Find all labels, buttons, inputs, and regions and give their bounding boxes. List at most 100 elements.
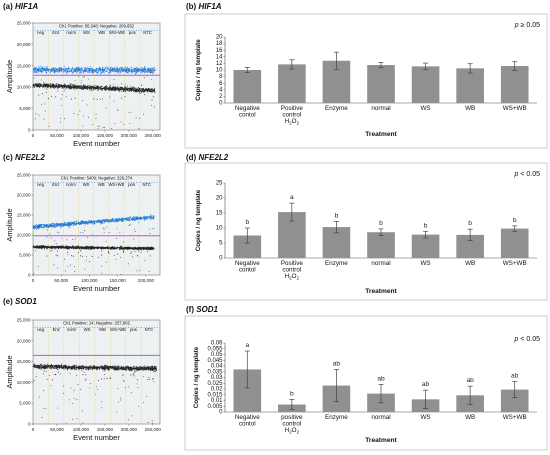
well-marker — [112, 29, 114, 31]
droplet — [67, 69, 69, 71]
droplet — [108, 219, 110, 221]
droplet — [38, 66, 40, 68]
droplet — [77, 113, 79, 115]
droplet — [68, 246, 70, 248]
droplet — [151, 70, 153, 72]
droplet — [35, 83, 37, 85]
droplet — [97, 128, 99, 130]
droplet — [93, 71, 95, 73]
droplet — [153, 227, 155, 229]
well-marker — [130, 326, 132, 328]
droplet — [78, 88, 80, 90]
group-label: pos — [129, 30, 136, 35]
droplet — [89, 248, 91, 250]
droplet — [100, 221, 102, 223]
droplet — [89, 247, 91, 249]
droplet — [143, 69, 145, 72]
droplet — [86, 87, 88, 89]
well-marker — [55, 29, 57, 31]
droplet — [116, 68, 119, 70]
droplet — [118, 68, 121, 70]
droplet — [100, 88, 102, 90]
droplet — [125, 247, 127, 249]
droplet — [143, 113, 145, 115]
droplet — [44, 84, 46, 86]
droplet — [79, 67, 82, 69]
droplet — [153, 89, 155, 92]
droplet — [44, 248, 46, 250]
well-marker — [141, 181, 143, 183]
droplet — [83, 76, 85, 78]
droplet — [62, 246, 64, 248]
droplet — [68, 67, 70, 70]
droplet — [58, 231, 60, 234]
droplet — [77, 68, 79, 70]
droplet — [92, 87, 94, 89]
droplet — [69, 246, 71, 248]
well-marker — [102, 326, 104, 328]
droplet — [101, 71, 103, 73]
category-label-line: WS — [420, 260, 430, 267]
droplet — [119, 89, 121, 91]
droplet — [92, 71, 94, 73]
droplet — [80, 85, 82, 87]
droplet — [135, 247, 137, 249]
droplet — [86, 221, 88, 223]
droplet — [154, 67, 156, 69]
droplet — [56, 87, 58, 89]
droplet — [92, 85, 94, 88]
well-marker — [107, 181, 109, 183]
droplet — [46, 72, 48, 74]
category-label-line: normal — [371, 260, 390, 267]
droplet — [127, 70, 129, 72]
droplet — [44, 103, 45, 105]
droplet — [110, 68, 112, 70]
droplet — [33, 71, 35, 73]
droplet — [72, 84, 74, 86]
droplet — [82, 76, 84, 78]
droplet — [113, 67, 116, 69]
droplet — [78, 86, 80, 89]
droplet — [118, 217, 120, 219]
droplet — [136, 68, 138, 70]
droplet — [62, 222, 64, 224]
droplet — [79, 69, 81, 71]
droplet — [92, 221, 95, 223]
droplet — [37, 266, 39, 268]
droplet — [34, 71, 36, 73]
y-tick-label: 4 — [219, 87, 223, 93]
droplet — [124, 66, 126, 68]
significance-letter: a — [290, 194, 294, 201]
droplet — [142, 217, 144, 219]
droplet — [35, 70, 37, 72]
droplet — [115, 258, 117, 260]
well-marker — [122, 29, 124, 31]
droplet — [109, 68, 111, 70]
droplet — [150, 218, 152, 220]
droplet — [137, 246, 139, 248]
droplet — [38, 247, 40, 249]
bar — [456, 68, 484, 103]
droplet — [71, 222, 73, 224]
droplet — [114, 88, 116, 90]
well-marker — [96, 181, 98, 183]
well-marker — [94, 29, 96, 31]
droplet — [85, 87, 87, 89]
formula-sub: 2 — [297, 275, 300, 280]
well-marker — [86, 326, 88, 328]
droplet — [130, 66, 132, 68]
well-marker — [60, 326, 62, 328]
droplet — [34, 67, 36, 69]
droplet — [48, 226, 50, 229]
droplet — [66, 247, 68, 250]
y-tick-label: 20 — [216, 35, 223, 41]
significance-letter: b — [379, 220, 383, 227]
droplet — [146, 216, 148, 218]
droplet — [152, 71, 154, 73]
droplet — [66, 68, 68, 70]
droplet — [97, 87, 100, 89]
droplet — [82, 248, 84, 250]
droplet — [45, 67, 47, 70]
well-marker — [99, 29, 101, 31]
well-marker — [63, 181, 65, 183]
